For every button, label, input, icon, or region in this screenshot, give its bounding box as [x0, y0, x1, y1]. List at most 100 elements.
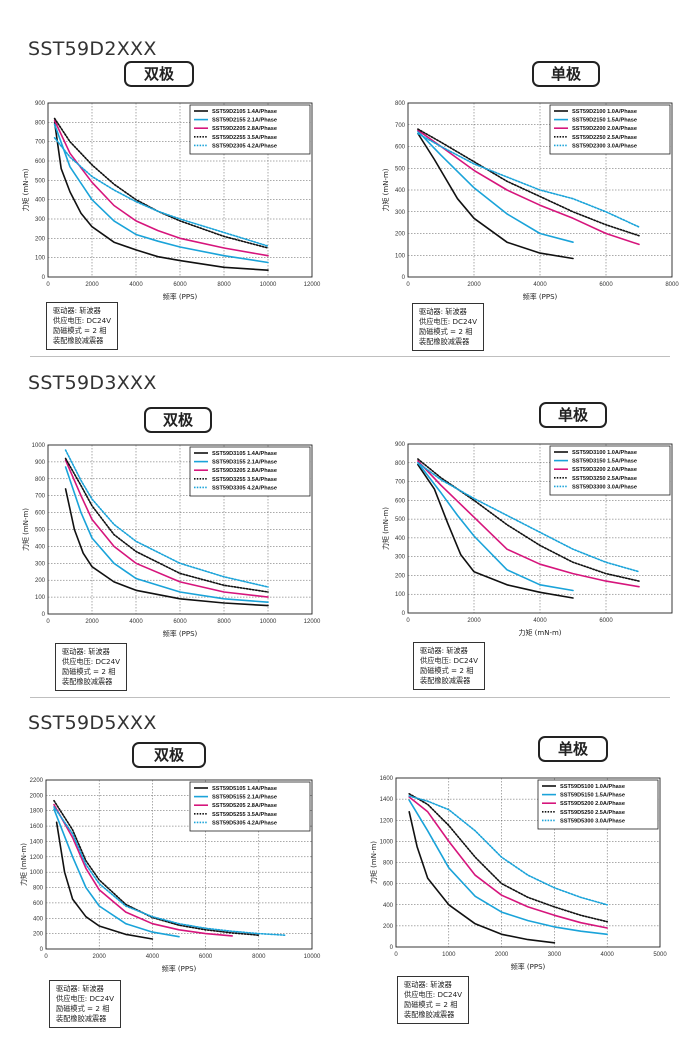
x-tick-label: 10000 — [260, 282, 277, 288]
y-tick-label: 1400 — [380, 797, 394, 803]
x-tick-label: 6000 — [173, 619, 187, 625]
y-tick-label: 300 — [395, 210, 406, 216]
y-tick-label: 800 — [395, 101, 406, 107]
notes-box-bipolar: 驱动器: 斩波器 供应电压: DC24V 励磁模式 = 2 相 装配橡胶减震器 — [49, 980, 122, 1028]
legend-entry: SST59D3150 1.5A/Phase — [572, 459, 637, 465]
legend-box — [537, 779, 659, 830]
x-tick-label: 2000 — [467, 618, 481, 624]
x-tick-label: 6000 — [599, 618, 613, 624]
legend-entry: SST59D3300 3.0A/Phase — [572, 484, 637, 490]
x-tick-label: 2000 — [93, 954, 107, 960]
y-tick-label: 700 — [35, 494, 46, 500]
series-line — [417, 460, 640, 588]
legend-entry: SST59D3305 4.2A/Phase — [212, 485, 277, 491]
note-voltage: 供应电压: DC24V — [419, 317, 478, 326]
y-tick-label: 100 — [395, 253, 406, 259]
y-tick-label: 0 — [402, 611, 406, 617]
note-voltage: 供应电压: DC24V — [420, 656, 479, 665]
series-line — [64, 457, 269, 593]
y-tick-label: 800 — [35, 477, 46, 483]
legend-entry: SST59D3250 2.5A/Phase — [572, 476, 637, 482]
legend-entry: SST59D2100 1.0A/Phase — [572, 109, 637, 115]
torque-chart-bipolar: 0 2000 4000 6000 8000 10000 0 200 400 600 800 1000 1… — [19, 778, 321, 973]
series-line — [417, 458, 640, 582]
torque-chart-bipolar: 0 2000 4000 6000 8000 10000 12000 0 100 200 300 400… — [21, 101, 321, 301]
x-tick-label: 0 — [46, 619, 50, 625]
note-excitation: 励磁模式 = 2 相 — [62, 667, 116, 676]
note-driver: 驱动器: 斩波器 — [53, 306, 101, 315]
legend-entry: SST59D2150 1.5A/Phase — [572, 118, 637, 124]
y-tick-label: 600 — [383, 882, 394, 888]
x-tick-label: 1000 — [442, 952, 456, 958]
y-tick-label: 100 — [35, 256, 46, 262]
x-tick-label: 3000 — [548, 952, 562, 958]
series-line — [64, 459, 269, 598]
legend-entry: SST59D5255 3.5A/Phase — [212, 812, 277, 818]
legend-entry: SST59D5300 3.0A/Phase — [560, 818, 625, 824]
series-line — [53, 123, 269, 264]
notes-box-bipolar: 驱动器: 斩波器 供应电压: DC24V 励磁模式 = 2 相 装配橡胶减震器 — [55, 643, 128, 691]
legend-entry: SST59D2255 3.5A/Phase — [212, 135, 277, 141]
note-driver: 驱动器: 斩波器 — [420, 646, 468, 655]
torque-chart-unipolar: 0 2000 4000 6000 0 100 200 300 400 500 600 700 800 90… — [381, 442, 673, 637]
model-title: SST59D2XXX — [28, 38, 157, 60]
legend-entry: SST59D3205 2.8A/Phase — [212, 468, 277, 474]
x-tick-label: 8000 — [217, 619, 231, 625]
note-excitation: 励磁模式 = 2 相 — [419, 327, 473, 336]
y-tick-label: 800 — [383, 861, 394, 867]
series-line — [53, 136, 269, 247]
y-tick-label: 400 — [33, 916, 44, 922]
y-tick-label: 0 — [390, 945, 394, 951]
x-tick-label: 8000 — [217, 282, 231, 288]
note-damper: 装配橡胶减震器 — [53, 336, 104, 345]
y-tick-label: 900 — [395, 442, 406, 448]
note-voltage: 供应电压: DC24V — [404, 990, 463, 999]
section-divider — [30, 356, 670, 357]
x-tick-label: 5000 — [653, 952, 667, 958]
x-tick-label: 4000 — [533, 618, 547, 624]
y-tick-label: 800 — [35, 120, 46, 126]
series-line — [408, 810, 556, 944]
x-tick-label: 2000 — [85, 619, 99, 625]
y-tick-label: 200 — [35, 578, 46, 584]
y-tick-label: 500 — [35, 178, 46, 184]
series-line — [408, 795, 608, 906]
series-line — [64, 449, 269, 588]
legend-entry: SST59D2300 3.0A/Phase — [572, 143, 637, 149]
torque-chart-unipolar: 0 1000 2000 3000 4000 5000 0 200 400 600 800 1000 12… — [369, 776, 667, 971]
x-tick-label: 10000 — [304, 954, 321, 960]
y-tick-label: 1800 — [30, 809, 44, 815]
x-tick-label: 0 — [406, 282, 410, 288]
note-damper: 装配橡胶减震器 — [420, 676, 471, 685]
y-tick-label: 400 — [383, 903, 394, 909]
notes-box-unipolar: 驱动器: 斩波器 供应电压: DC24V 励磁模式 = 2 相 装配橡胶减震器 — [397, 976, 470, 1024]
legend-entry: SST59D3255 3.5A/Phase — [212, 477, 277, 483]
note-excitation: 励磁模式 = 2 相 — [56, 1004, 110, 1013]
y-tick-label: 500 — [395, 166, 406, 172]
legend-entry: SST59D5205 2.8A/Phase — [212, 803, 277, 809]
y-axis-label: 力矩 (mN-m) — [369, 841, 378, 884]
y-axis-label: 力矩 (mN-m) — [19, 843, 28, 886]
x-tick-label: 2000 — [467, 282, 481, 288]
series-line — [64, 488, 269, 607]
y-axis-label: 力矩 (mN-m) — [381, 507, 390, 550]
y-tick-label: 100 — [395, 592, 406, 598]
x-axis-label: 力矩 (mN-m) — [518, 628, 561, 637]
legend-entry: SST59D2155 2.1A/Phase — [212, 118, 277, 124]
x-tick-label: 8000 — [252, 954, 266, 960]
y-tick-label: 900 — [35, 460, 46, 466]
note-damper: 装配橡胶减震器 — [419, 337, 470, 346]
legend-entry: SST59D3105 1.4A/Phase — [212, 451, 277, 457]
x-tick-label: 4000 — [146, 954, 160, 960]
x-axis-label: 频率 (PPS) — [163, 292, 198, 301]
note-damper: 装配橡胶减震器 — [404, 1010, 455, 1019]
badge-bipolar: 双极 — [132, 742, 206, 768]
y-tick-label: 200 — [35, 236, 46, 242]
x-tick-label: 12000 — [304, 282, 321, 288]
y-tick-label: 1200 — [30, 855, 44, 861]
x-axis-label: 频率 (PPS) — [163, 629, 198, 638]
x-tick-label: 0 — [46, 282, 50, 288]
legend-entry: SST59D2250 2.5A/Phase — [572, 135, 637, 141]
legend-entry: SST59D2305 4.2A/Phase — [212, 143, 277, 149]
note-voltage: 供应电压: DC24V — [62, 657, 121, 666]
